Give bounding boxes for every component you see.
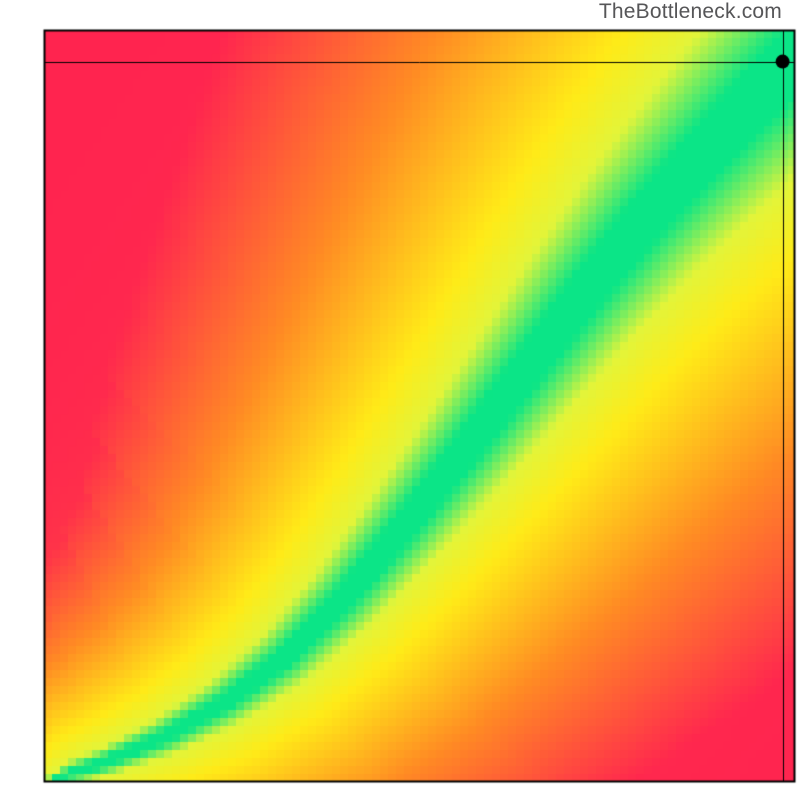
chart-container: TheBottleneck.com [0, 0, 800, 800]
bottleneck-heatmap-canvas [0, 0, 800, 800]
watermark-text: TheBottleneck.com [599, 0, 782, 24]
